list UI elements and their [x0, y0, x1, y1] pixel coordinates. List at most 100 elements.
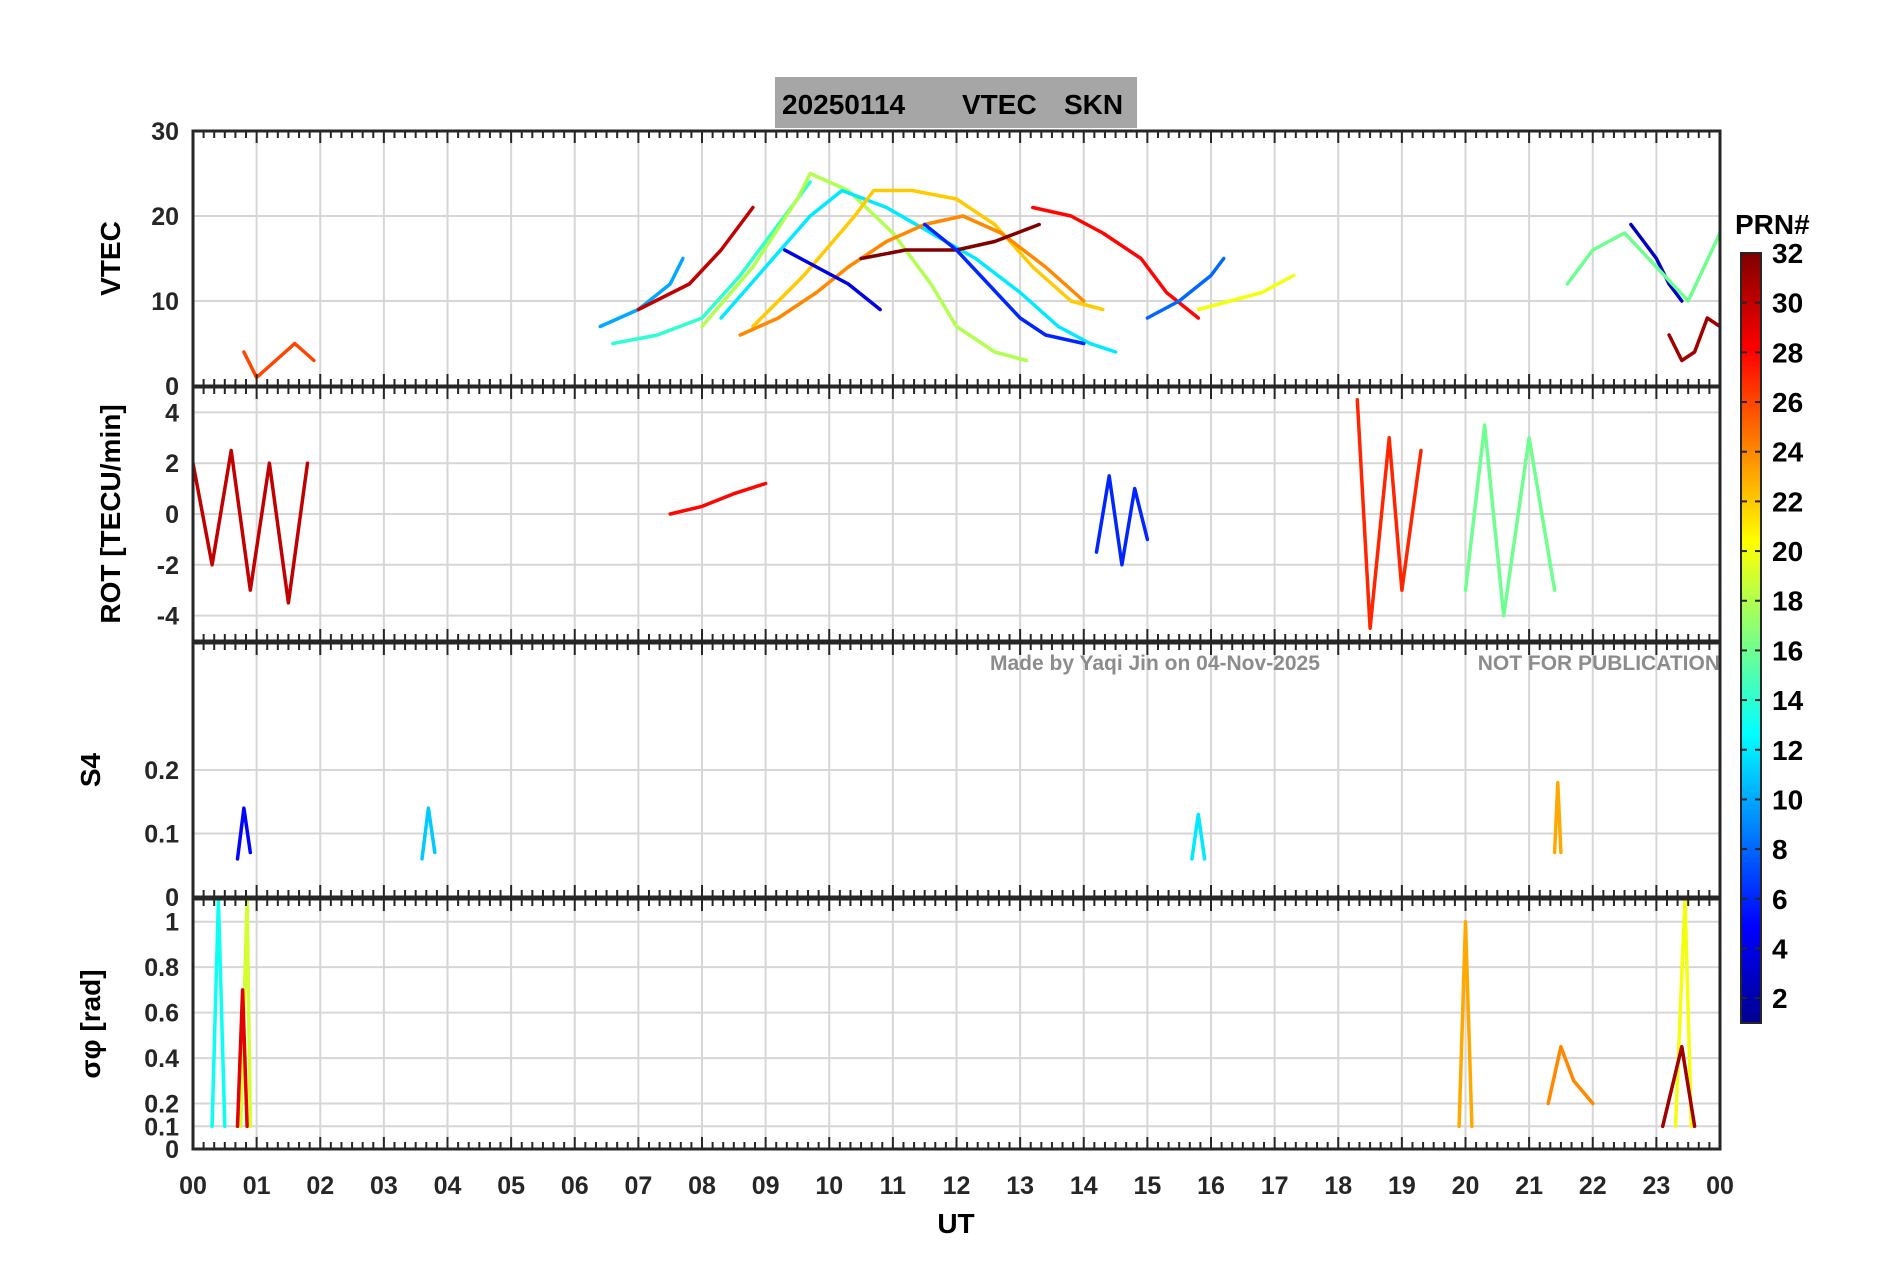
colorbar-tick-label: 32	[1772, 238, 1803, 269]
y-tick-label: 0.4	[144, 1045, 179, 1073]
watermark-made-by: Made by Yaqi Jin on 04-Nov-2025	[990, 652, 1320, 675]
colorbar-tick-label: 12	[1772, 735, 1803, 766]
colorbar-tick-label: 24	[1772, 437, 1804, 468]
series-line-prn-23	[1457, 919, 1474, 1129]
x-axis-ticks: 00 01 02 03 04 05 06 07 08 09 10 11 12 13 14 15 16 17 18 19…	[179, 1172, 1734, 1200]
y-tick-label: 0.1	[144, 1113, 179, 1141]
series-line-prn-10	[598, 256, 685, 329]
watermark-note: NOT FOR PUBLICATION	[1478, 652, 1720, 675]
series-line-prn-31	[1660, 1044, 1697, 1129]
colorbar-tick-label: 8	[1772, 834, 1788, 865]
series-line-prn-31	[1667, 316, 1720, 363]
y-tick-label: 10	[151, 288, 179, 316]
y-tick-label: 0.8	[144, 954, 179, 982]
series-line-prn-30	[193, 448, 310, 605]
panel-s4: 0 0.1 0.2 S4	[75, 641, 1722, 912]
series-group	[193, 397, 1557, 631]
x-tick-label: 06	[561, 1172, 589, 1200]
series-line-prn-4	[782, 248, 882, 312]
series-line-prn-20	[1196, 273, 1296, 312]
x-tick-label: 17	[1261, 1172, 1289, 1200]
series-group	[242, 171, 1720, 380]
y-tick-label: 0	[165, 1136, 179, 1164]
series-group	[210, 899, 1697, 1129]
x-tick-label: 21	[1515, 1172, 1543, 1200]
series-line-prn-5	[235, 806, 253, 861]
x-tick-label: 07	[624, 1172, 652, 1200]
x-tick-label: 15	[1133, 1172, 1161, 1200]
panel-vtec: 0 10 20 30 VTEC	[95, 118, 1722, 401]
colorbar-tick-label: 22	[1772, 486, 1803, 517]
y-tick-label: 0	[165, 373, 179, 401]
x-tick-label: 05	[497, 1172, 525, 1200]
x-tick-label: 20	[1452, 1172, 1480, 1200]
y-axis-label-vtec: VTEC	[95, 221, 126, 296]
colorbar-tick-label: 28	[1772, 337, 1803, 368]
x-tick-label: 13	[1006, 1172, 1034, 1200]
series-line-prn-20	[1673, 899, 1694, 1129]
series-line-prn-12	[1190, 812, 1207, 861]
y-tick-label: 2	[165, 450, 179, 478]
y-tick-label: 0.2	[144, 757, 179, 785]
x-tick-label: 22	[1579, 1172, 1607, 1200]
y-tick-label: 1	[165, 909, 179, 937]
y-tick-label: -2	[157, 552, 179, 580]
series-line-prn-28	[668, 481, 768, 516]
title-date: 20250114	[782, 89, 905, 120]
x-tick-label: 23	[1642, 1172, 1670, 1200]
colorbar-tick-label: 18	[1772, 586, 1803, 617]
y-tick-label: 30	[151, 118, 179, 146]
x-tick-label: 03	[370, 1172, 398, 1200]
title-station: SKN	[1064, 89, 1123, 120]
series-line-prn-6	[922, 222, 1086, 346]
title-quantity: VTEC	[962, 89, 1037, 120]
colorbar-tick-label: 20	[1772, 536, 1803, 567]
series-line-prn-6	[1094, 474, 1150, 567]
series-line-prn-26	[242, 341, 316, 380]
colorbar-tick-label: 6	[1772, 884, 1788, 915]
y-axis-label-rot: ROT [TECU/min]	[95, 404, 126, 623]
colorbar-tick-label: 16	[1772, 635, 1803, 666]
y-axis-label-sigma_phi: σφ [rad]	[75, 969, 106, 1078]
y-axis-label-s4: S4	[75, 752, 106, 787]
series-line-prn-23	[1552, 780, 1563, 855]
series-line-prn-22	[751, 188, 1105, 329]
x-tick-label: 02	[306, 1172, 334, 1200]
colorbar-title: PRN#	[1735, 209, 1810, 240]
y-tick-label: 4	[165, 399, 179, 427]
x-tick-label: 10	[815, 1172, 843, 1200]
x-tick-label: 11	[880, 1172, 907, 1200]
series-line-prn-3	[1629, 222, 1684, 303]
series-line-prn-19	[238, 899, 253, 1129]
series-line-prn-24	[1546, 1044, 1595, 1106]
colorbar-tick-label: 30	[1772, 288, 1803, 319]
panel-rot: -4 -2 0 2 4 ROT [TECU/min]	[95, 385, 1722, 643]
x-tick-label: 01	[243, 1172, 271, 1200]
y-tick-label: 0.2	[144, 1091, 179, 1119]
series-line-prn-16	[1565, 231, 1720, 303]
y-tick-label: 0	[165, 501, 179, 529]
series-line-prn-24	[738, 214, 1086, 337]
colorbar-tick-label: 26	[1772, 387, 1803, 418]
x-tick-label: 14	[1070, 1172, 1098, 1200]
colorbar-tick-label: 14	[1772, 685, 1804, 716]
series-line-prn-29	[235, 988, 249, 1129]
x-tick-label: 09	[752, 1172, 780, 1200]
series-line-prn-18	[700, 171, 1029, 363]
y-tick-label: -4	[157, 603, 179, 631]
colorbar-tick-label: 2	[1772, 983, 1788, 1014]
series-line-prn-13	[210, 899, 227, 1129]
x-tick-label: 00	[1706, 1172, 1734, 1200]
x-tick-label: 04	[434, 1172, 462, 1200]
y-tick-label: 20	[151, 203, 179, 231]
title-box	[775, 77, 1137, 128]
series-line-prn-11	[420, 806, 437, 861]
y-tick-label: 0.1	[144, 821, 179, 849]
series-line-prn-27	[1355, 397, 1423, 631]
colorbar-gradient	[1740, 252, 1762, 1024]
x-tick-label: 19	[1388, 1172, 1416, 1200]
